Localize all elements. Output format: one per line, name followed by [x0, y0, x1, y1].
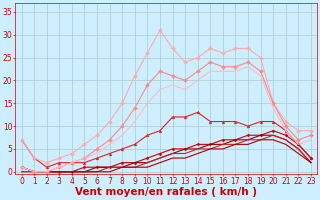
- X-axis label: Vent moyen/en rafales ( km/h ): Vent moyen/en rafales ( km/h ): [75, 187, 257, 197]
